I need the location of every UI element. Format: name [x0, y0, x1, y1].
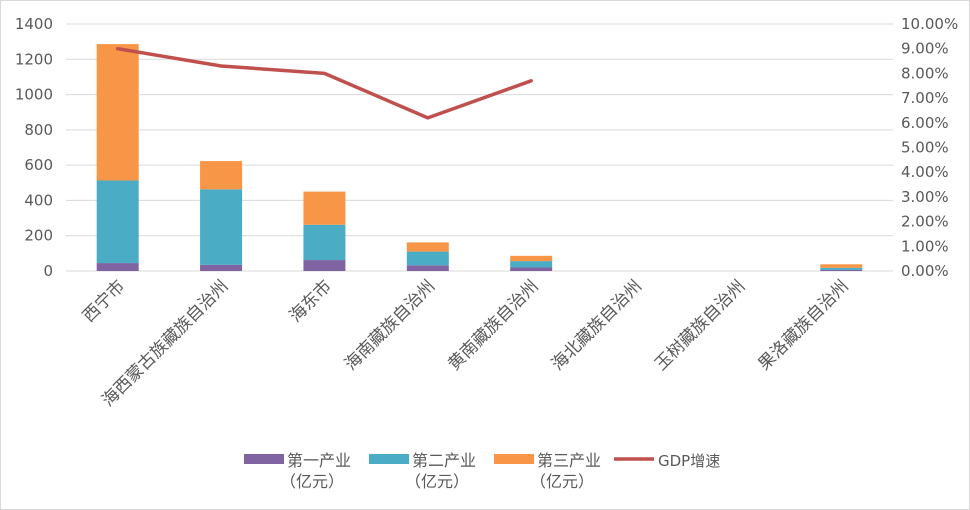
- bar-segment-series-1: [96, 263, 139, 271]
- legend-label-unit: （亿元）: [280, 472, 344, 491]
- bar-segment-series-3: [303, 191, 346, 225]
- left-axis-tick-label: 400: [24, 191, 53, 209]
- category-label: 西宁市: [79, 276, 129, 326]
- legend-swatch-series-3: [494, 454, 534, 464]
- category-label: 海东市: [286, 276, 336, 326]
- bars-group: [96, 44, 863, 271]
- bar-segment-series-2: [820, 267, 863, 270]
- left-axis-tick-label: 1000: [15, 86, 53, 104]
- legend: 第一产业 （亿元） 第二产业 （亿元） 第三产业 （亿元） GDP增速: [244, 451, 720, 491]
- right-axis-tick-label: 8.00%: [901, 64, 949, 82]
- gdp-line-group: [115, 46, 533, 120]
- right-axis-ticks: 0.00% 1.00% 2.00% 3.00% 4.00% 5.00% 6.00% 7.00%…: [901, 15, 958, 280]
- bar-segment-series-2: [510, 261, 553, 268]
- bar-segment-series-3: [510, 255, 553, 262]
- bar-segment-series-1: [820, 269, 863, 271]
- right-axis-tick-label: 10.00%: [901, 15, 958, 33]
- legend-label-gdp: GDP增速: [658, 452, 720, 470]
- category-label: 海北藏族自治州: [548, 276, 646, 374]
- right-axis-tick-label: 5.00%: [901, 139, 949, 157]
- bar-segment-series-1: [406, 265, 449, 271]
- bar-segment-series-2: [96, 180, 139, 264]
- right-axis-tick-label: 4.00%: [901, 163, 949, 181]
- bar-segment-series-2: [303, 224, 346, 261]
- right-axis-tick-label: 7.00%: [901, 89, 949, 107]
- right-axis-tick-label: 1.00%: [901, 237, 949, 255]
- bar-segment-series-1: [303, 260, 346, 271]
- bar-segment-series-3: [820, 264, 863, 268]
- legend-label-unit: （亿元）: [530, 472, 594, 491]
- right-axis-tick-label: 0.00%: [901, 262, 949, 280]
- legend-label-unit: （亿元）: [405, 472, 469, 491]
- left-axis-tick-label: 200: [24, 227, 53, 245]
- right-axis-tick-label: 6.00%: [901, 114, 949, 132]
- left-axis-tick-label: 600: [24, 156, 53, 174]
- bar-segment-series-3: [406, 242, 449, 252]
- category-label: 黄南藏族自治州: [444, 276, 542, 374]
- legend-label-series-2: 第二产业: [412, 451, 476, 470]
- bar-segment-series-3: [200, 161, 243, 190]
- right-axis-tick-label: 3.00%: [901, 188, 949, 206]
- category-label: 果洛藏族自治州: [755, 276, 853, 374]
- left-axis-tick-label: 1400: [15, 15, 53, 33]
- gdp-growth-line: [115, 46, 533, 120]
- left-axis-tick-label: 800: [24, 121, 53, 139]
- legend-swatch-series-2: [369, 454, 409, 464]
- left-axis-tick-label: 0: [43, 262, 53, 280]
- legend-label-series-3: 第三产业: [537, 451, 601, 470]
- bar-segment-series-2: [200, 189, 243, 265]
- bar-segment-series-1: [200, 264, 243, 271]
- right-axis-tick-label: 9.00%: [901, 40, 949, 58]
- left-axis-tick-label: 1200: [15, 50, 53, 68]
- legend-swatch-series-1: [244, 454, 284, 464]
- right-axis-tick-label: 2.00%: [901, 213, 949, 231]
- legend-label-series-1: 第一产业: [287, 451, 351, 470]
- bar-segment-series-2: [406, 251, 449, 266]
- category-label: 海南藏族自治州: [341, 276, 439, 374]
- bar-segment-series-1: [510, 267, 553, 271]
- bar-segment-series-3: [96, 44, 139, 181]
- left-axis-ticks: 0 200 400 600 800 1000 1200 1400: [15, 15, 53, 280]
- category-label: 玉树藏族自治州: [651, 276, 749, 374]
